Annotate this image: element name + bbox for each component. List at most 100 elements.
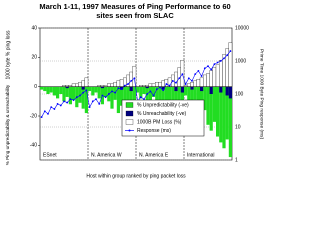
bar	[190, 82, 194, 87]
chart: 1000 byte % ping loss % Ping unpredictab…	[5, 25, 265, 179]
bar	[59, 86, 63, 94]
response-marker	[69, 98, 72, 101]
response-marker	[216, 61, 219, 64]
bar	[228, 86, 232, 99]
response-marker	[219, 60, 222, 62]
response-marker	[114, 91, 117, 94]
response-marker	[117, 87, 120, 90]
response-marker	[229, 50, 232, 52]
response-marker	[123, 84, 126, 87]
bar	[116, 80, 121, 87]
bar	[110, 86, 114, 109]
bar	[158, 82, 162, 87]
response-marker	[98, 103, 101, 105]
bar	[120, 86, 124, 90]
bar	[190, 86, 194, 90]
bar	[203, 86, 207, 111]
bar	[161, 80, 165, 87]
bar	[91, 86, 95, 96]
bar	[97, 86, 101, 99]
bar	[129, 86, 133, 92]
response-marker	[127, 83, 129, 85]
bar	[116, 86, 120, 114]
bar	[94, 86, 98, 93]
bar	[155, 82, 159, 87]
response-marker	[191, 79, 193, 82]
chart-title: March 1-11, 1997 Measures of Ping Perfor…	[39, 2, 231, 20]
bar	[161, 86, 165, 103]
legend-label: 1000B PM Loss (%)	[137, 119, 182, 125]
response-marker	[111, 90, 113, 93]
response-marker	[88, 106, 91, 109]
response-marker	[197, 70, 200, 72]
response-marker	[72, 99, 75, 102]
bar	[212, 67, 217, 87]
y2-tick-label: 1000	[235, 58, 246, 64]
response-marker	[203, 67, 206, 70]
y2-tick-label: 10000	[235, 25, 249, 31]
bar	[193, 80, 197, 87]
response-marker	[53, 108, 56, 110]
bar	[72, 86, 76, 100]
legend-swatch	[125, 110, 134, 117]
response-marker	[63, 100, 65, 103]
bar	[151, 83, 156, 87]
group-label: N. America E	[139, 152, 169, 158]
bar	[200, 86, 204, 92]
response-marker	[181, 73, 184, 76]
bar	[225, 86, 229, 140]
bar	[187, 86, 191, 102]
y-tick-label: 40	[31, 25, 37, 31]
response-marker	[194, 73, 197, 76]
bar	[139, 86, 143, 99]
bar	[209, 86, 213, 94]
bar	[180, 86, 184, 93]
bar	[75, 83, 79, 87]
bar	[219, 60, 223, 87]
response-marker	[152, 94, 155, 97]
y2-tick-label: 1	[235, 157, 238, 163]
response-marker	[210, 68, 213, 71]
bar	[81, 86, 85, 90]
bar	[222, 86, 226, 149]
response-marker	[143, 98, 145, 101]
bar	[84, 77, 89, 87]
response-marker	[85, 89, 88, 92]
y-tick-label: -20	[30, 113, 37, 119]
y2-tick-label: 10	[235, 124, 241, 130]
bar	[168, 86, 172, 109]
y-tick-label: 20	[31, 55, 37, 61]
group-label: International	[187, 152, 215, 158]
bar	[196, 79, 201, 87]
legend-label: Response (ms)	[137, 128, 171, 134]
y-tick-label: 0	[34, 84, 37, 90]
group-label: ESnet	[43, 152, 57, 158]
bar	[113, 82, 117, 87]
response-marker	[50, 106, 53, 109]
y2-tick-label: 100	[235, 91, 244, 97]
page: March 1-11, 1997 Measures of Ping Perfor…	[5, 2, 265, 180]
bar	[71, 83, 76, 87]
response-marker	[223, 57, 225, 60]
response-marker	[40, 116, 43, 118]
bar	[206, 73, 210, 87]
response-marker	[120, 88, 123, 91]
bar	[187, 83, 191, 87]
response-marker	[82, 91, 85, 94]
response-marker	[168, 84, 171, 87]
legend-swatch	[125, 102, 134, 108]
bar	[136, 86, 140, 93]
bar	[225, 48, 229, 87]
bar	[206, 86, 210, 125]
response-marker	[162, 89, 165, 92]
bar	[49, 86, 53, 93]
response-marker	[130, 79, 133, 82]
response-marker	[171, 79, 174, 82]
response-marker	[95, 98, 97, 101]
bar	[65, 86, 69, 97]
bar	[225, 86, 229, 96]
bar	[88, 86, 92, 92]
legend-swatch	[128, 129, 131, 132]
response-marker	[146, 93, 149, 95]
bar	[209, 86, 213, 131]
